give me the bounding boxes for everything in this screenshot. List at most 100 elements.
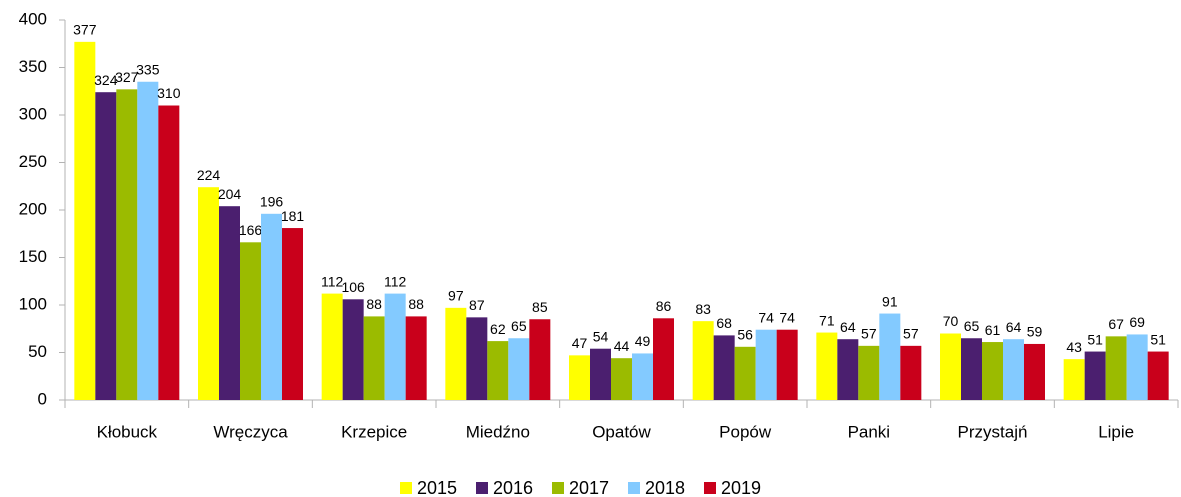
bar <box>569 355 590 400</box>
bar <box>879 313 901 400</box>
bar <box>137 81 159 400</box>
y-tick-label: 50 <box>28 342 47 361</box>
bar <box>653 318 674 400</box>
bar <box>74 41 96 400</box>
bar <box>776 329 798 400</box>
x-tick-label: Krzepice <box>341 422 407 441</box>
value-label: 106 <box>341 279 365 295</box>
bar <box>837 339 859 400</box>
value-label: 204 <box>218 186 242 202</box>
legend-swatch <box>628 482 640 494</box>
value-label: 54 <box>593 328 609 344</box>
y-tick-label: 200 <box>19 199 47 218</box>
bar <box>321 293 343 400</box>
value-label: 83 <box>695 301 711 317</box>
value-label: 224 <box>197 167 221 183</box>
value-label: 59 <box>1027 324 1043 340</box>
bar <box>466 317 488 400</box>
bar <box>632 353 653 400</box>
bar <box>816 332 838 400</box>
value-label: 112 <box>321 273 344 289</box>
bar <box>713 335 735 400</box>
bar <box>755 329 777 400</box>
value-label: 57 <box>861 326 877 342</box>
value-label: 87 <box>469 297 485 313</box>
bar <box>219 206 240 400</box>
bar <box>1147 351 1169 400</box>
value-label: 65 <box>964 318 980 334</box>
value-label: 67 <box>1108 316 1124 332</box>
x-tick-label: Panki <box>848 422 891 441</box>
bar <box>611 358 632 400</box>
value-label: 68 <box>716 315 732 331</box>
legend-swatch <box>400 482 412 494</box>
bar <box>508 338 530 400</box>
value-label: 86 <box>656 298 672 314</box>
value-label: 112 <box>384 273 407 289</box>
value-label: 51 <box>1150 331 1166 347</box>
value-label: 85 <box>532 299 548 315</box>
bar <box>445 307 467 400</box>
value-label: 71 <box>819 312 835 328</box>
x-tick-label: Lipie <box>1098 422 1134 441</box>
bar <box>384 293 406 400</box>
value-label: 47 <box>572 335 588 351</box>
value-label: 88 <box>366 296 382 312</box>
bar <box>240 242 261 400</box>
bar <box>342 299 364 400</box>
bar <box>692 321 714 400</box>
bar <box>1024 343 1045 400</box>
value-label: 335 <box>136 61 160 77</box>
bar <box>961 338 982 400</box>
x-tick-label: Opatów <box>592 422 651 441</box>
value-label: 64 <box>1006 319 1022 335</box>
value-label: 181 <box>281 208 305 224</box>
bar <box>198 187 219 400</box>
value-label: 327 <box>115 69 139 85</box>
bar <box>116 89 138 400</box>
x-tick-label: Miedźno <box>466 422 530 441</box>
legend-label: 2016 <box>493 478 533 497</box>
y-tick-label: 250 <box>19 152 47 171</box>
y-tick-label: 350 <box>19 57 47 76</box>
bar <box>982 342 1003 400</box>
legend-swatch <box>552 482 564 494</box>
value-label: 91 <box>882 293 898 309</box>
y-tick-label: 300 <box>19 104 47 123</box>
bar <box>734 346 756 400</box>
value-label: 69 <box>1129 314 1145 330</box>
value-label: 61 <box>985 322 1001 338</box>
y-tick-label: 150 <box>19 247 47 266</box>
value-label: 166 <box>239 222 263 238</box>
bar <box>858 345 880 400</box>
bar <box>590 348 611 400</box>
bar <box>95 92 117 400</box>
legend-swatch <box>704 482 716 494</box>
value-label: 324 <box>94 72 118 88</box>
value-label: 49 <box>635 333 651 349</box>
value-label: 43 <box>1066 339 1082 355</box>
bar <box>1126 334 1148 400</box>
bar <box>940 333 961 400</box>
value-label: 44 <box>614 338 630 354</box>
x-tick-label: Popów <box>719 422 772 441</box>
value-label: 56 <box>737 327 753 343</box>
legend-label: 2015 <box>417 478 457 497</box>
bar <box>1003 339 1024 400</box>
bar <box>1105 336 1127 400</box>
bar <box>261 213 282 400</box>
bar <box>529 319 551 400</box>
bar <box>363 316 385 400</box>
value-label: 51 <box>1087 331 1103 347</box>
bar <box>900 345 922 400</box>
y-tick-label: 100 <box>19 294 47 313</box>
x-tick-label: Kłobuck <box>97 422 158 441</box>
value-label: 88 <box>408 296 424 312</box>
value-label: 310 <box>157 85 181 101</box>
bar <box>487 341 509 400</box>
y-tick-label: 0 <box>38 389 47 408</box>
value-label: 62 <box>490 321 506 337</box>
legend-label: 2017 <box>569 478 609 497</box>
value-label: 70 <box>943 313 959 329</box>
